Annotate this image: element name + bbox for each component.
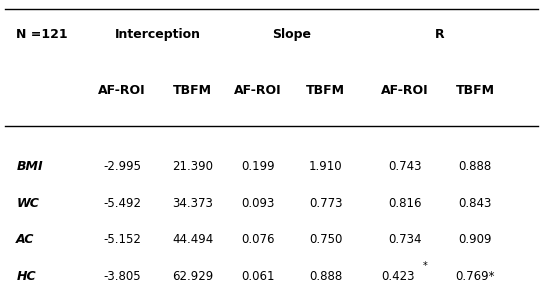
- Text: AC: AC: [16, 233, 35, 247]
- Text: R: R: [435, 28, 445, 41]
- Text: 0.909: 0.909: [458, 233, 492, 247]
- Text: 1.910: 1.910: [309, 160, 343, 173]
- Text: Slope: Slope: [272, 28, 311, 41]
- Text: 0.743: 0.743: [388, 160, 421, 173]
- Text: 62.929: 62.929: [172, 270, 213, 283]
- Text: 34.373: 34.373: [172, 197, 213, 210]
- Text: 0.816: 0.816: [388, 197, 421, 210]
- Text: -5.152: -5.152: [103, 233, 141, 247]
- Text: 0.769*: 0.769*: [456, 270, 495, 283]
- Text: Interception: Interception: [115, 28, 200, 41]
- Text: 0.888: 0.888: [309, 270, 343, 283]
- Text: 21.390: 21.390: [172, 160, 213, 173]
- Text: TBFM: TBFM: [306, 84, 345, 97]
- Text: BMI: BMI: [16, 160, 43, 173]
- Text: 0.423: 0.423: [381, 270, 415, 283]
- Text: N =121: N =121: [16, 28, 68, 41]
- Text: 0.734: 0.734: [388, 233, 421, 247]
- Text: AF-ROI: AF-ROI: [381, 84, 428, 97]
- Text: 44.494: 44.494: [172, 233, 213, 247]
- Text: 0.888: 0.888: [458, 160, 492, 173]
- Text: 0.843: 0.843: [458, 197, 492, 210]
- Text: 0.061: 0.061: [241, 270, 275, 283]
- Text: HC: HC: [16, 270, 36, 283]
- Text: -2.995: -2.995: [103, 160, 141, 173]
- Text: 0.076: 0.076: [241, 233, 275, 247]
- Text: 0.093: 0.093: [241, 197, 275, 210]
- Text: AF-ROI: AF-ROI: [234, 84, 282, 97]
- Text: TBFM: TBFM: [456, 84, 495, 97]
- Text: TBFM: TBFM: [173, 84, 212, 97]
- Text: *: *: [423, 260, 427, 271]
- Text: 0.199: 0.199: [241, 160, 275, 173]
- Text: AF-ROI: AF-ROI: [98, 84, 146, 97]
- Text: -3.805: -3.805: [103, 270, 141, 283]
- Text: 0.773: 0.773: [309, 197, 343, 210]
- Text: WC: WC: [16, 197, 39, 210]
- Text: -5.492: -5.492: [103, 197, 141, 210]
- Text: 0.750: 0.750: [309, 233, 343, 247]
